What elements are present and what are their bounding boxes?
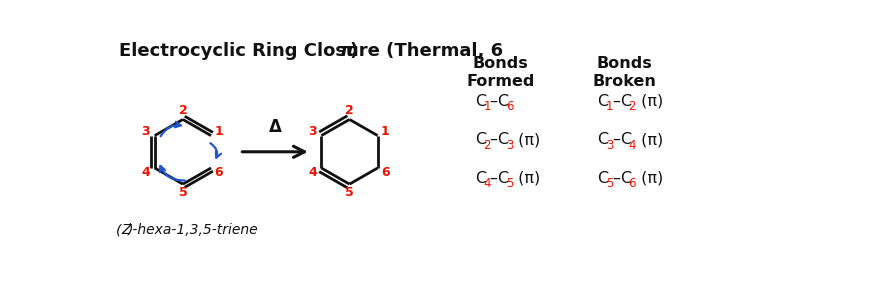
Text: –: – bbox=[489, 132, 497, 147]
Text: 4: 4 bbox=[142, 166, 150, 179]
Text: 5: 5 bbox=[506, 177, 513, 190]
Text: C: C bbox=[475, 94, 486, 109]
Text: C: C bbox=[620, 94, 631, 109]
Text: C: C bbox=[620, 132, 631, 147]
Text: C: C bbox=[620, 170, 631, 186]
Text: 1: 1 bbox=[483, 100, 491, 113]
Text: 1: 1 bbox=[606, 100, 614, 113]
Text: (π): (π) bbox=[636, 94, 663, 109]
Text: 1: 1 bbox=[214, 125, 223, 138]
Text: 4: 4 bbox=[308, 166, 316, 179]
Text: 1: 1 bbox=[381, 125, 390, 138]
Text: 2: 2 bbox=[628, 100, 636, 113]
Text: (π): (π) bbox=[513, 132, 541, 147]
Text: C: C bbox=[598, 94, 608, 109]
Text: (π): (π) bbox=[513, 170, 541, 186]
Text: 4: 4 bbox=[628, 139, 636, 152]
Text: 3: 3 bbox=[506, 139, 513, 152]
Text: 4: 4 bbox=[483, 177, 491, 190]
Text: 5: 5 bbox=[178, 186, 187, 200]
Text: 6: 6 bbox=[628, 177, 636, 190]
Text: 2: 2 bbox=[483, 139, 491, 152]
Text: –: – bbox=[612, 94, 620, 109]
Text: )-hexa-1,3,5-triene: )-hexa-1,3,5-triene bbox=[128, 223, 258, 237]
Text: Bonds
Formed: Bonds Formed bbox=[467, 56, 535, 89]
Text: (π): (π) bbox=[636, 170, 663, 186]
Text: –: – bbox=[612, 170, 620, 186]
Text: 5: 5 bbox=[345, 186, 354, 200]
Text: 2: 2 bbox=[345, 104, 354, 117]
Text: 5: 5 bbox=[606, 177, 614, 190]
Text: Δ: Δ bbox=[268, 118, 281, 136]
Text: 3: 3 bbox=[309, 125, 316, 138]
Text: –: – bbox=[489, 94, 497, 109]
Text: ): ) bbox=[350, 42, 358, 60]
Text: –: – bbox=[612, 132, 620, 147]
Text: C: C bbox=[497, 170, 509, 186]
Text: C: C bbox=[497, 132, 509, 147]
Text: 2: 2 bbox=[178, 104, 187, 117]
Text: (: ( bbox=[115, 223, 121, 237]
Text: C: C bbox=[598, 170, 608, 186]
Text: C: C bbox=[598, 132, 608, 147]
Text: 6: 6 bbox=[214, 166, 223, 179]
Text: Z: Z bbox=[121, 223, 131, 237]
Text: (π): (π) bbox=[636, 132, 663, 147]
Text: Bonds
Broken: Bonds Broken bbox=[593, 56, 656, 89]
Text: 3: 3 bbox=[142, 125, 150, 138]
Text: 3: 3 bbox=[606, 139, 614, 152]
Text: –: – bbox=[489, 170, 497, 186]
Text: 6: 6 bbox=[381, 166, 390, 179]
Text: π: π bbox=[340, 42, 354, 60]
Text: 6: 6 bbox=[506, 100, 514, 113]
Text: C: C bbox=[475, 132, 486, 147]
Text: C: C bbox=[497, 94, 509, 109]
Text: C: C bbox=[475, 170, 486, 186]
Text: Electrocyclic Ring Closure (Thermal, 6: Electrocyclic Ring Closure (Thermal, 6 bbox=[120, 42, 510, 60]
